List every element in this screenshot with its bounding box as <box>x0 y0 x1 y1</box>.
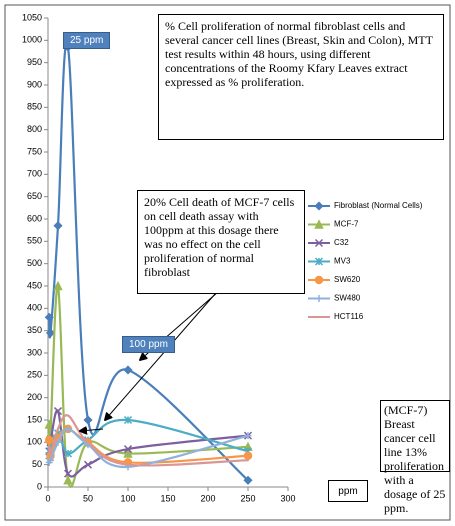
legend-label: MV3 <box>334 257 351 266</box>
marker <box>314 275 324 285</box>
y-tick-label: 300 <box>27 347 42 357</box>
marker <box>44 419 54 429</box>
y-tick-label: 250 <box>27 370 42 380</box>
y-tick-label: 100 <box>27 437 42 447</box>
legend-label: HCT116 <box>334 312 364 321</box>
annotation-box: % Cell proliferation of normal fibroblas… <box>158 14 444 140</box>
marker <box>83 415 93 425</box>
y-tick-label: 50 <box>32 459 42 469</box>
marker <box>63 475 73 485</box>
marker <box>63 449 73 458</box>
y-tick-label: 350 <box>27 325 42 335</box>
marker <box>47 456 54 464</box>
y-tick-label: 650 <box>27 191 42 201</box>
marker <box>63 469 73 478</box>
legend-label: Fibroblast (Normal Cells) <box>334 201 423 210</box>
marker <box>54 438 62 446</box>
marker <box>314 238 324 248</box>
marker <box>123 445 133 454</box>
point <box>57 427 59 430</box>
plot: 0501001502002503003504004505005506006507… <box>22 12 423 503</box>
marker <box>314 219 324 229</box>
y-tick-label: 400 <box>27 303 42 313</box>
point <box>49 452 52 455</box>
y-tick-label: 200 <box>27 392 42 402</box>
marker <box>44 312 54 322</box>
marker <box>244 432 252 440</box>
x-tick-label: 150 <box>160 493 175 503</box>
point <box>247 459 249 462</box>
x-tick-label: 50 <box>83 493 93 503</box>
y-tick-label: 150 <box>27 414 42 424</box>
marker <box>243 451 253 460</box>
y-tick-label: 600 <box>27 213 42 223</box>
marker <box>123 448 133 458</box>
y-tick-label: 0 <box>37 481 42 491</box>
x-tick-label: 250 <box>240 493 255 503</box>
marker <box>53 221 63 231</box>
marker <box>243 475 253 485</box>
y-tick-label: 850 <box>27 102 42 112</box>
x-tick-label: 100 <box>120 493 135 503</box>
y-tick-label: 950 <box>27 57 42 67</box>
marker <box>123 365 133 375</box>
legend-label: SW480 <box>334 294 361 303</box>
x-tick-label: 300 <box>280 493 295 503</box>
y-tick-label: 750 <box>27 146 42 156</box>
marker <box>83 460 93 469</box>
x-axis-label: ppm <box>328 480 368 502</box>
point <box>67 414 69 417</box>
annotation-tag: 100 ppm <box>122 336 175 353</box>
marker <box>123 415 133 425</box>
point <box>48 445 51 448</box>
legend-label: SW620 <box>334 275 361 284</box>
y-tick-label: 450 <box>27 280 42 290</box>
point <box>87 441 89 444</box>
marker <box>45 328 56 338</box>
marker <box>53 407 63 416</box>
annotation-box: (MCF-7) Breast cancer cell line 13% prol… <box>380 400 450 515</box>
marker <box>314 201 324 211</box>
marker <box>45 435 54 445</box>
marker <box>53 280 63 291</box>
y-tick-label: 900 <box>27 79 42 89</box>
point <box>127 463 129 466</box>
y-tick-label: 700 <box>27 169 42 179</box>
y-tick-label: 1000 <box>22 35 42 45</box>
legend-label: C32 <box>334 238 349 247</box>
x-tick-label: 200 <box>200 493 215 503</box>
y-tick-label: 500 <box>27 258 42 268</box>
x-tick-label: 0 <box>45 493 50 503</box>
y-tick-label: 1050 <box>22 12 42 22</box>
marker <box>64 425 72 433</box>
marker <box>315 295 323 302</box>
y-tick-label: 550 <box>27 236 42 246</box>
annotation-box: 20% Cell death of MCF-7 cells on cell de… <box>137 190 305 294</box>
annotation-tag: 25 ppm <box>63 32 111 49</box>
marker <box>314 257 324 266</box>
y-tick-label: 800 <box>27 124 42 134</box>
chart-border <box>4 4 451 521</box>
legend-label: MCF-7 <box>334 220 359 229</box>
arrows <box>80 291 219 431</box>
